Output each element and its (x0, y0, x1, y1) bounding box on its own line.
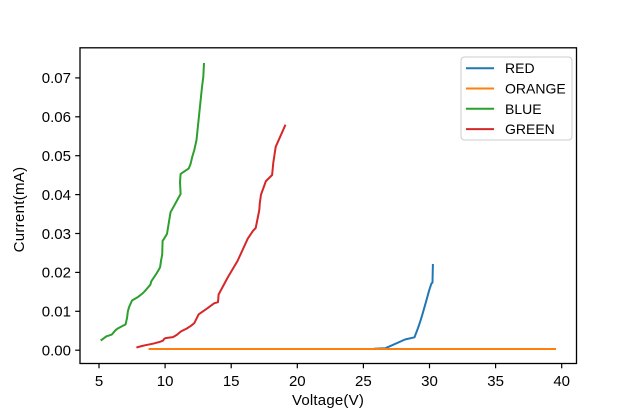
svg-text:Voltage(V): Voltage(V) (292, 392, 364, 409)
svg-text:Current(mA): Current(mA) (11, 167, 28, 253)
svg-text:15: 15 (223, 373, 240, 390)
svg-text:0.05: 0.05 (42, 148, 71, 165)
svg-text:0.01: 0.01 (42, 304, 71, 321)
svg-text:40: 40 (553, 373, 570, 390)
svg-text:0.04: 0.04 (42, 187, 71, 204)
svg-text:ORANGE: ORANGE (505, 81, 566, 97)
svg-text:10: 10 (157, 373, 174, 390)
svg-text:0.00: 0.00 (42, 343, 71, 360)
svg-text:5: 5 (95, 373, 103, 390)
svg-text:0.06: 0.06 (42, 109, 71, 126)
svg-text:GREEN: GREEN (505, 121, 555, 137)
svg-text:30: 30 (421, 373, 438, 390)
svg-text:20: 20 (289, 373, 306, 390)
svg-text:0.07: 0.07 (42, 70, 71, 87)
svg-text:BLUE: BLUE (505, 101, 542, 117)
svg-text:RED: RED (505, 60, 535, 76)
svg-text:35: 35 (487, 373, 504, 390)
svg-text:25: 25 (355, 373, 372, 390)
svg-text:0.02: 0.02 (42, 265, 71, 282)
svg-text:0.03: 0.03 (42, 226, 71, 243)
